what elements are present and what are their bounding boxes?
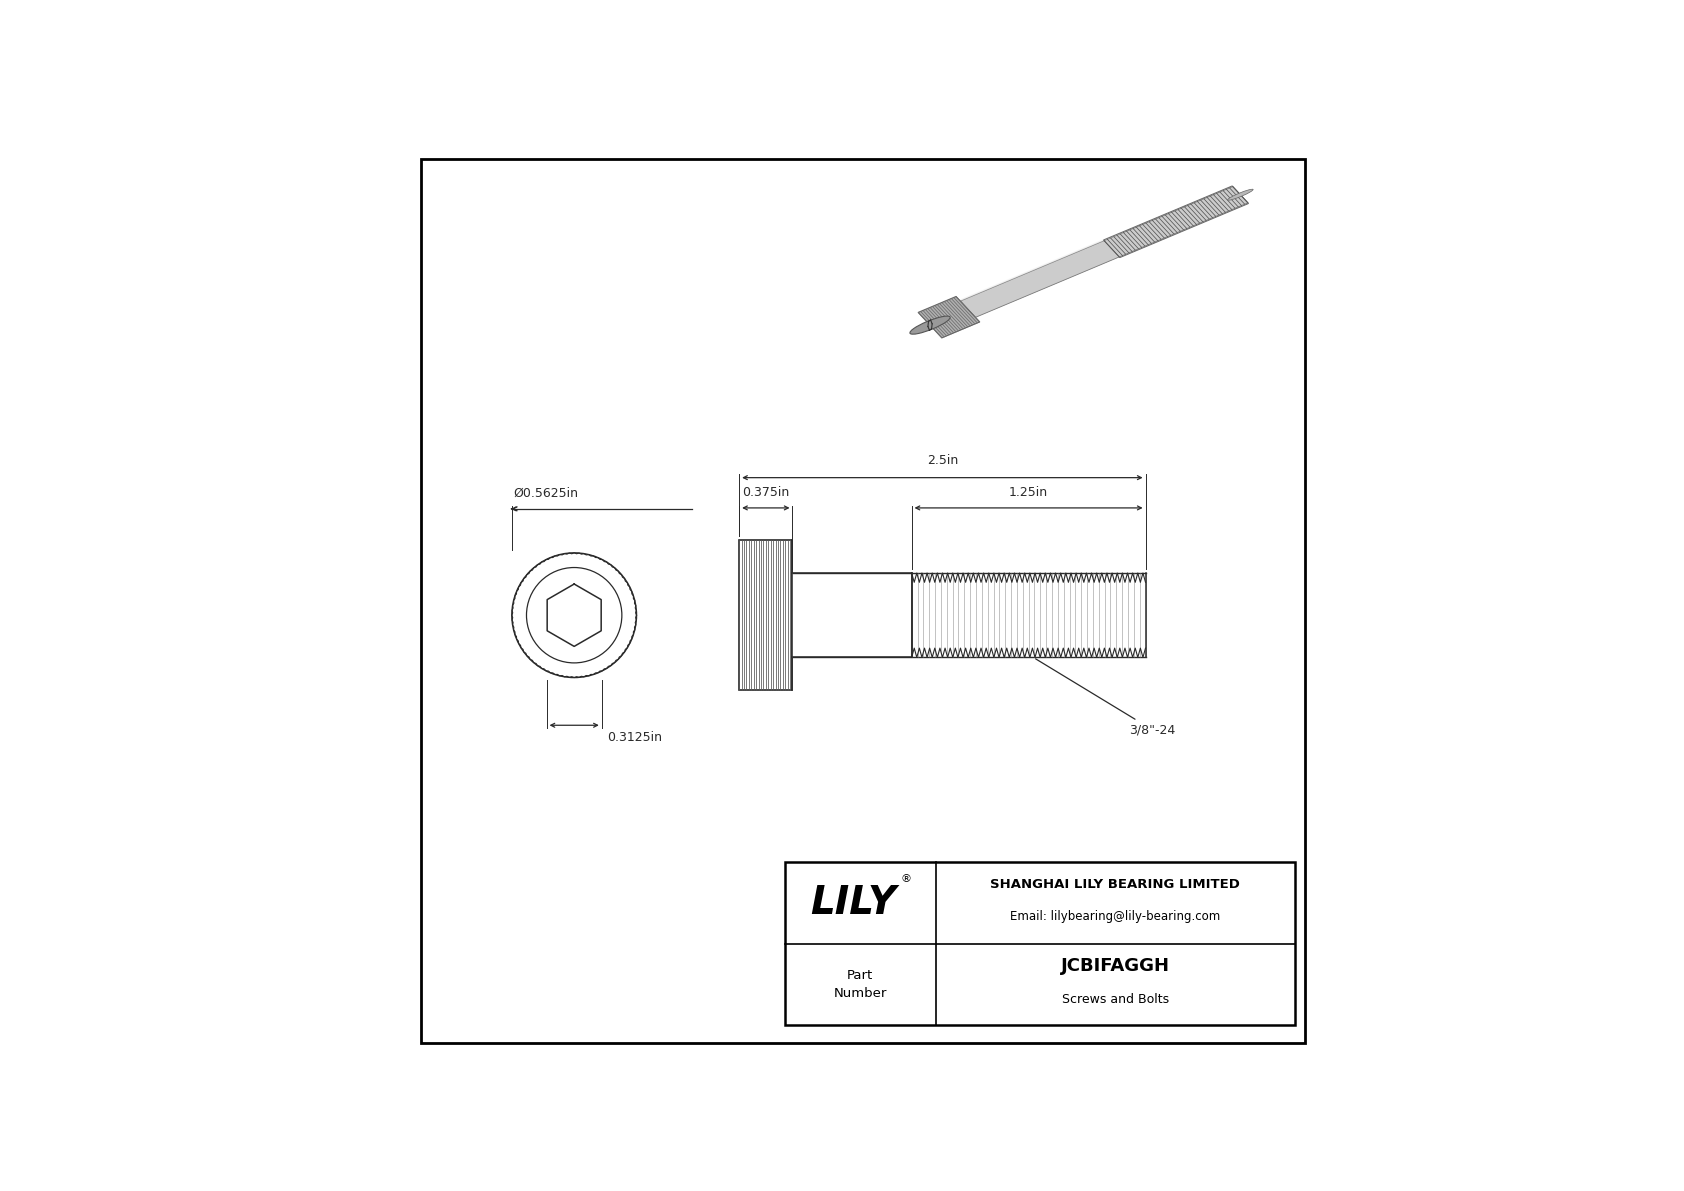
Text: 2.5in: 2.5in bbox=[926, 454, 958, 467]
Polygon shape bbox=[960, 187, 1248, 317]
Ellipse shape bbox=[909, 316, 950, 335]
Polygon shape bbox=[918, 297, 980, 338]
Text: SHANGHAI LILY BEARING LIMITED: SHANGHAI LILY BEARING LIMITED bbox=[990, 878, 1239, 891]
Text: Part
Number: Part Number bbox=[834, 968, 887, 999]
Text: LILY: LILY bbox=[810, 884, 896, 922]
Text: 0.375in: 0.375in bbox=[743, 486, 790, 499]
Bar bbox=[739, 540, 793, 691]
Text: Email: lilybearing@lily-bearing.com: Email: lilybearing@lily-bearing.com bbox=[1010, 910, 1221, 923]
Bar bbox=[785, 862, 1295, 1025]
Text: JCBIFAGGH: JCBIFAGGH bbox=[1061, 958, 1170, 975]
Bar bbox=[793, 573, 911, 657]
Text: 1.25in: 1.25in bbox=[1009, 486, 1047, 499]
Text: ®: ® bbox=[901, 874, 911, 884]
Polygon shape bbox=[960, 232, 1123, 301]
Text: Ø0.5625in: Ø0.5625in bbox=[514, 487, 579, 500]
Ellipse shape bbox=[1228, 189, 1253, 200]
Text: 3/8"-24: 3/8"-24 bbox=[1036, 659, 1175, 736]
Text: 0.3125in: 0.3125in bbox=[608, 731, 662, 743]
Text: Screws and Bolts: Screws and Bolts bbox=[1061, 992, 1169, 1005]
